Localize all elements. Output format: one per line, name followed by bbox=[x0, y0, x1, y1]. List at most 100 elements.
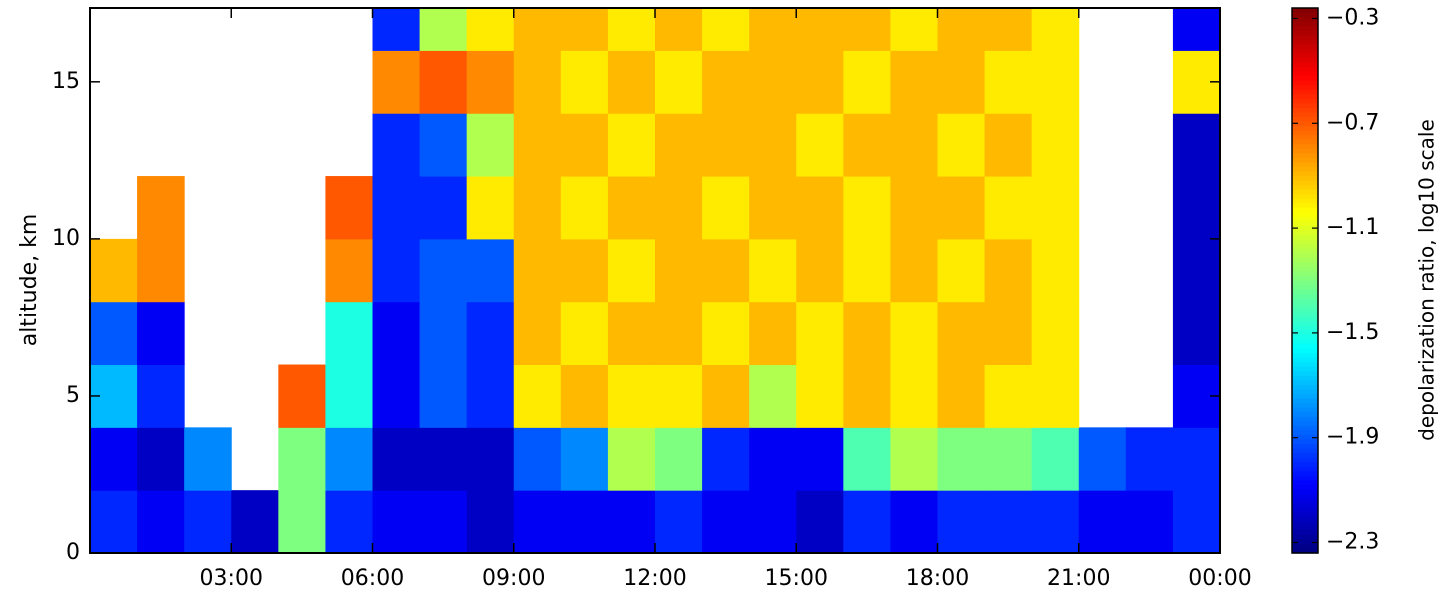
colorbar-swatch bbox=[1292, 248, 1318, 254]
colorbar-swatch bbox=[1292, 466, 1318, 472]
colorbar-swatch bbox=[1292, 416, 1318, 422]
heatmap-cell bbox=[137, 364, 185, 428]
colorbar-swatch bbox=[1292, 280, 1318, 286]
heatmap-cell bbox=[325, 176, 373, 240]
colorbar-swatch bbox=[1292, 235, 1318, 241]
x-tick-label: 12:00 bbox=[623, 566, 686, 591]
colorbar-swatch bbox=[1292, 439, 1318, 445]
colorbar-swatch bbox=[1292, 221, 1318, 227]
colorbar-swatch bbox=[1292, 421, 1318, 427]
heatmap-cell bbox=[278, 490, 326, 554]
heatmap-cell bbox=[372, 50, 421, 114]
heatmap-cell bbox=[1172, 113, 1221, 177]
colorbar-swatch bbox=[1292, 303, 1318, 309]
heatmap-cell bbox=[984, 490, 1033, 554]
colorbar-swatch bbox=[1292, 425, 1318, 431]
heatmap-cell bbox=[607, 364, 656, 428]
colorbar-swatch bbox=[1292, 12, 1318, 18]
heatmap-cell bbox=[702, 490, 750, 554]
heatmap-cell bbox=[1031, 364, 1080, 428]
heatmap-cell bbox=[937, 8, 986, 51]
y-tick-label: 0 bbox=[66, 540, 80, 565]
heatmap-cell bbox=[749, 301, 797, 366]
colorbar-swatch bbox=[1292, 353, 1318, 359]
colorbar-swatch bbox=[1292, 271, 1318, 277]
heatmap-cell bbox=[890, 113, 938, 177]
heatmap-cell bbox=[796, 8, 844, 51]
heatmap-cell bbox=[513, 490, 562, 554]
colorbar-tick-label: −1.5 bbox=[1326, 320, 1379, 345]
colorbar-swatch bbox=[1292, 135, 1318, 141]
colorbar-swatch bbox=[1292, 321, 1318, 327]
heatmap-cell bbox=[90, 490, 138, 554]
heatmap-cell bbox=[1031, 176, 1080, 240]
heatmap-cell bbox=[796, 364, 844, 428]
heatmap-cell bbox=[325, 301, 373, 366]
heatmap-cell bbox=[372, 364, 421, 428]
heatmap-cell bbox=[1125, 490, 1174, 554]
colorbar-swatch bbox=[1292, 298, 1318, 304]
colorbar-swatch bbox=[1292, 198, 1318, 204]
colorbar-swatch bbox=[1292, 384, 1318, 391]
heatmap-cell bbox=[843, 113, 891, 177]
heatmap-cell bbox=[702, 176, 750, 240]
colorbar-swatch bbox=[1292, 153, 1318, 159]
heatmap-cell bbox=[372, 176, 421, 240]
colorbar-swatch bbox=[1292, 53, 1318, 59]
x-tick-label: 06:00 bbox=[341, 566, 404, 591]
colorbar-swatch bbox=[1292, 185, 1318, 191]
colorbar-swatch bbox=[1292, 521, 1318, 527]
heatmap-cell bbox=[655, 301, 703, 366]
heatmap-cell bbox=[466, 364, 515, 428]
colorbar-swatch bbox=[1292, 394, 1318, 400]
heatmap-cell bbox=[372, 238, 421, 303]
colorbar-swatch bbox=[1292, 8, 1318, 14]
colorbar-swatch bbox=[1292, 444, 1318, 450]
heatmap-cell bbox=[419, 113, 468, 177]
colorbar-swatch bbox=[1292, 457, 1318, 463]
heatmap-cell bbox=[1031, 238, 1080, 303]
heatmap-cell bbox=[372, 113, 421, 177]
heatmap-cell bbox=[843, 176, 891, 240]
colorbar-swatch bbox=[1292, 412, 1318, 418]
heatmap-cell bbox=[937, 364, 986, 428]
colorbar-swatch bbox=[1292, 389, 1318, 395]
heatmap-cell bbox=[796, 113, 844, 177]
colorbar-swatch bbox=[1292, 475, 1318, 481]
colorbar-swatch bbox=[1292, 430, 1318, 436]
heatmap-cell bbox=[419, 364, 468, 428]
heatmap-cell bbox=[1031, 490, 1080, 554]
heatmap-cell bbox=[796, 50, 844, 114]
heatmap-cell bbox=[702, 8, 750, 51]
colorbar-swatch bbox=[1292, 289, 1318, 295]
heatmap-cell bbox=[607, 50, 656, 114]
colorbar-swatch bbox=[1292, 230, 1318, 236]
heatmap-cell bbox=[1172, 176, 1221, 240]
heatmap-cell bbox=[419, 490, 468, 554]
heatmap-cell bbox=[937, 427, 986, 491]
colorbar-swatch bbox=[1292, 503, 1318, 509]
colorbar-swatch bbox=[1292, 71, 1318, 77]
heatmap-cell bbox=[513, 176, 562, 240]
colorbar-swatch bbox=[1292, 380, 1318, 386]
heatmap-cell bbox=[560, 50, 609, 114]
heatmap-cell bbox=[796, 176, 844, 240]
colorbar-swatch bbox=[1292, 26, 1318, 32]
heatmap-cell bbox=[1172, 301, 1221, 366]
y-tick-label: 5 bbox=[66, 383, 80, 408]
colorbar-swatch bbox=[1292, 117, 1318, 123]
heatmap-cell bbox=[937, 238, 986, 303]
heatmap-cell bbox=[843, 490, 891, 554]
heatmap-cell bbox=[702, 427, 750, 491]
heatmap-cell bbox=[1031, 113, 1080, 177]
heatmap-cell bbox=[890, 50, 938, 114]
heatmap-cell bbox=[984, 427, 1033, 491]
heatmap-cell bbox=[325, 427, 373, 491]
heatmap-cell bbox=[560, 490, 609, 554]
heatmap-cell bbox=[607, 427, 656, 491]
colorbar-swatch bbox=[1292, 493, 1318, 500]
colorbar-swatch bbox=[1292, 126, 1318, 132]
heatmap-cell bbox=[702, 364, 750, 428]
colorbar-swatch bbox=[1292, 176, 1318, 182]
